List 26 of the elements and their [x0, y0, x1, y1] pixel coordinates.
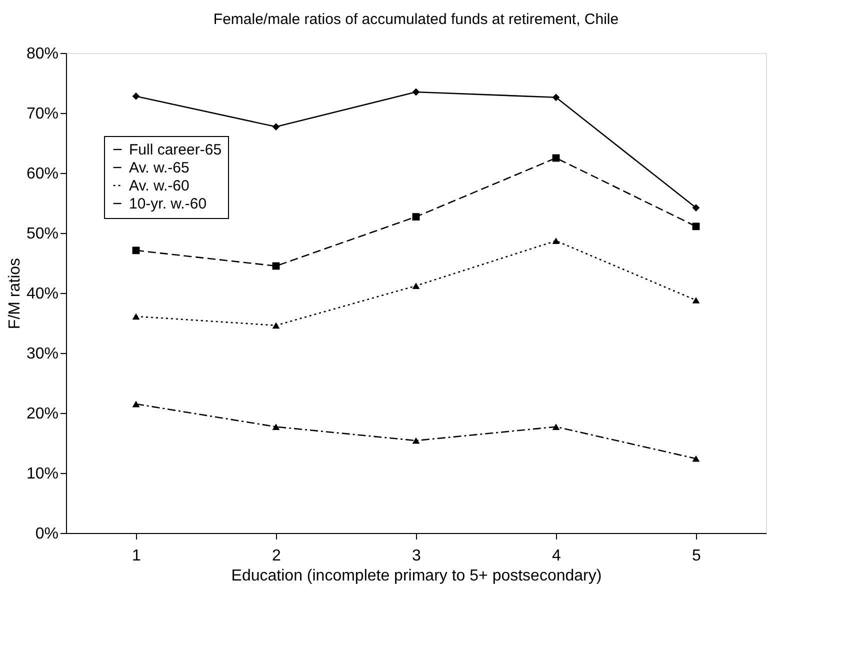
legend-label: Av. w.-65	[129, 160, 190, 176]
legend-label: Av. w.-60	[129, 178, 190, 194]
x-tick-label: 3	[412, 548, 422, 564]
x-tick-label: 1	[132, 548, 142, 564]
y-tick-label: 0%	[35, 526, 58, 542]
point	[692, 296, 700, 304]
y-tick-label: 50%	[26, 226, 58, 242]
x-tick-label: 2	[272, 548, 282, 564]
y-tick-label: 60%	[26, 166, 58, 182]
chart-title: Female/male ratios of accumulated funds at retirement, Chile	[213, 11, 619, 28]
point	[692, 204, 700, 212]
y-axis-title: F/M ratios	[6, 258, 24, 330]
y-tick-label: 40%	[26, 286, 58, 302]
y-tick-label: 10%	[26, 466, 58, 482]
y-tick-label: 30%	[26, 346, 58, 362]
x-tick-label: 5	[692, 548, 702, 564]
legend-label: 10-yr. w.-60	[129, 196, 207, 212]
legend-label: Full career-65	[129, 142, 222, 158]
y-tick-label: 70%	[26, 106, 58, 122]
point	[692, 455, 700, 462]
point	[272, 424, 280, 430]
x-axis-title: Education (incomplete primary to 5+ postsecondary)	[231, 568, 602, 584]
y-tick-label: 20%	[26, 406, 58, 422]
point	[412, 437, 420, 444]
x-tick-label: 4	[552, 548, 562, 564]
y-tick-label: 80%	[26, 46, 58, 62]
